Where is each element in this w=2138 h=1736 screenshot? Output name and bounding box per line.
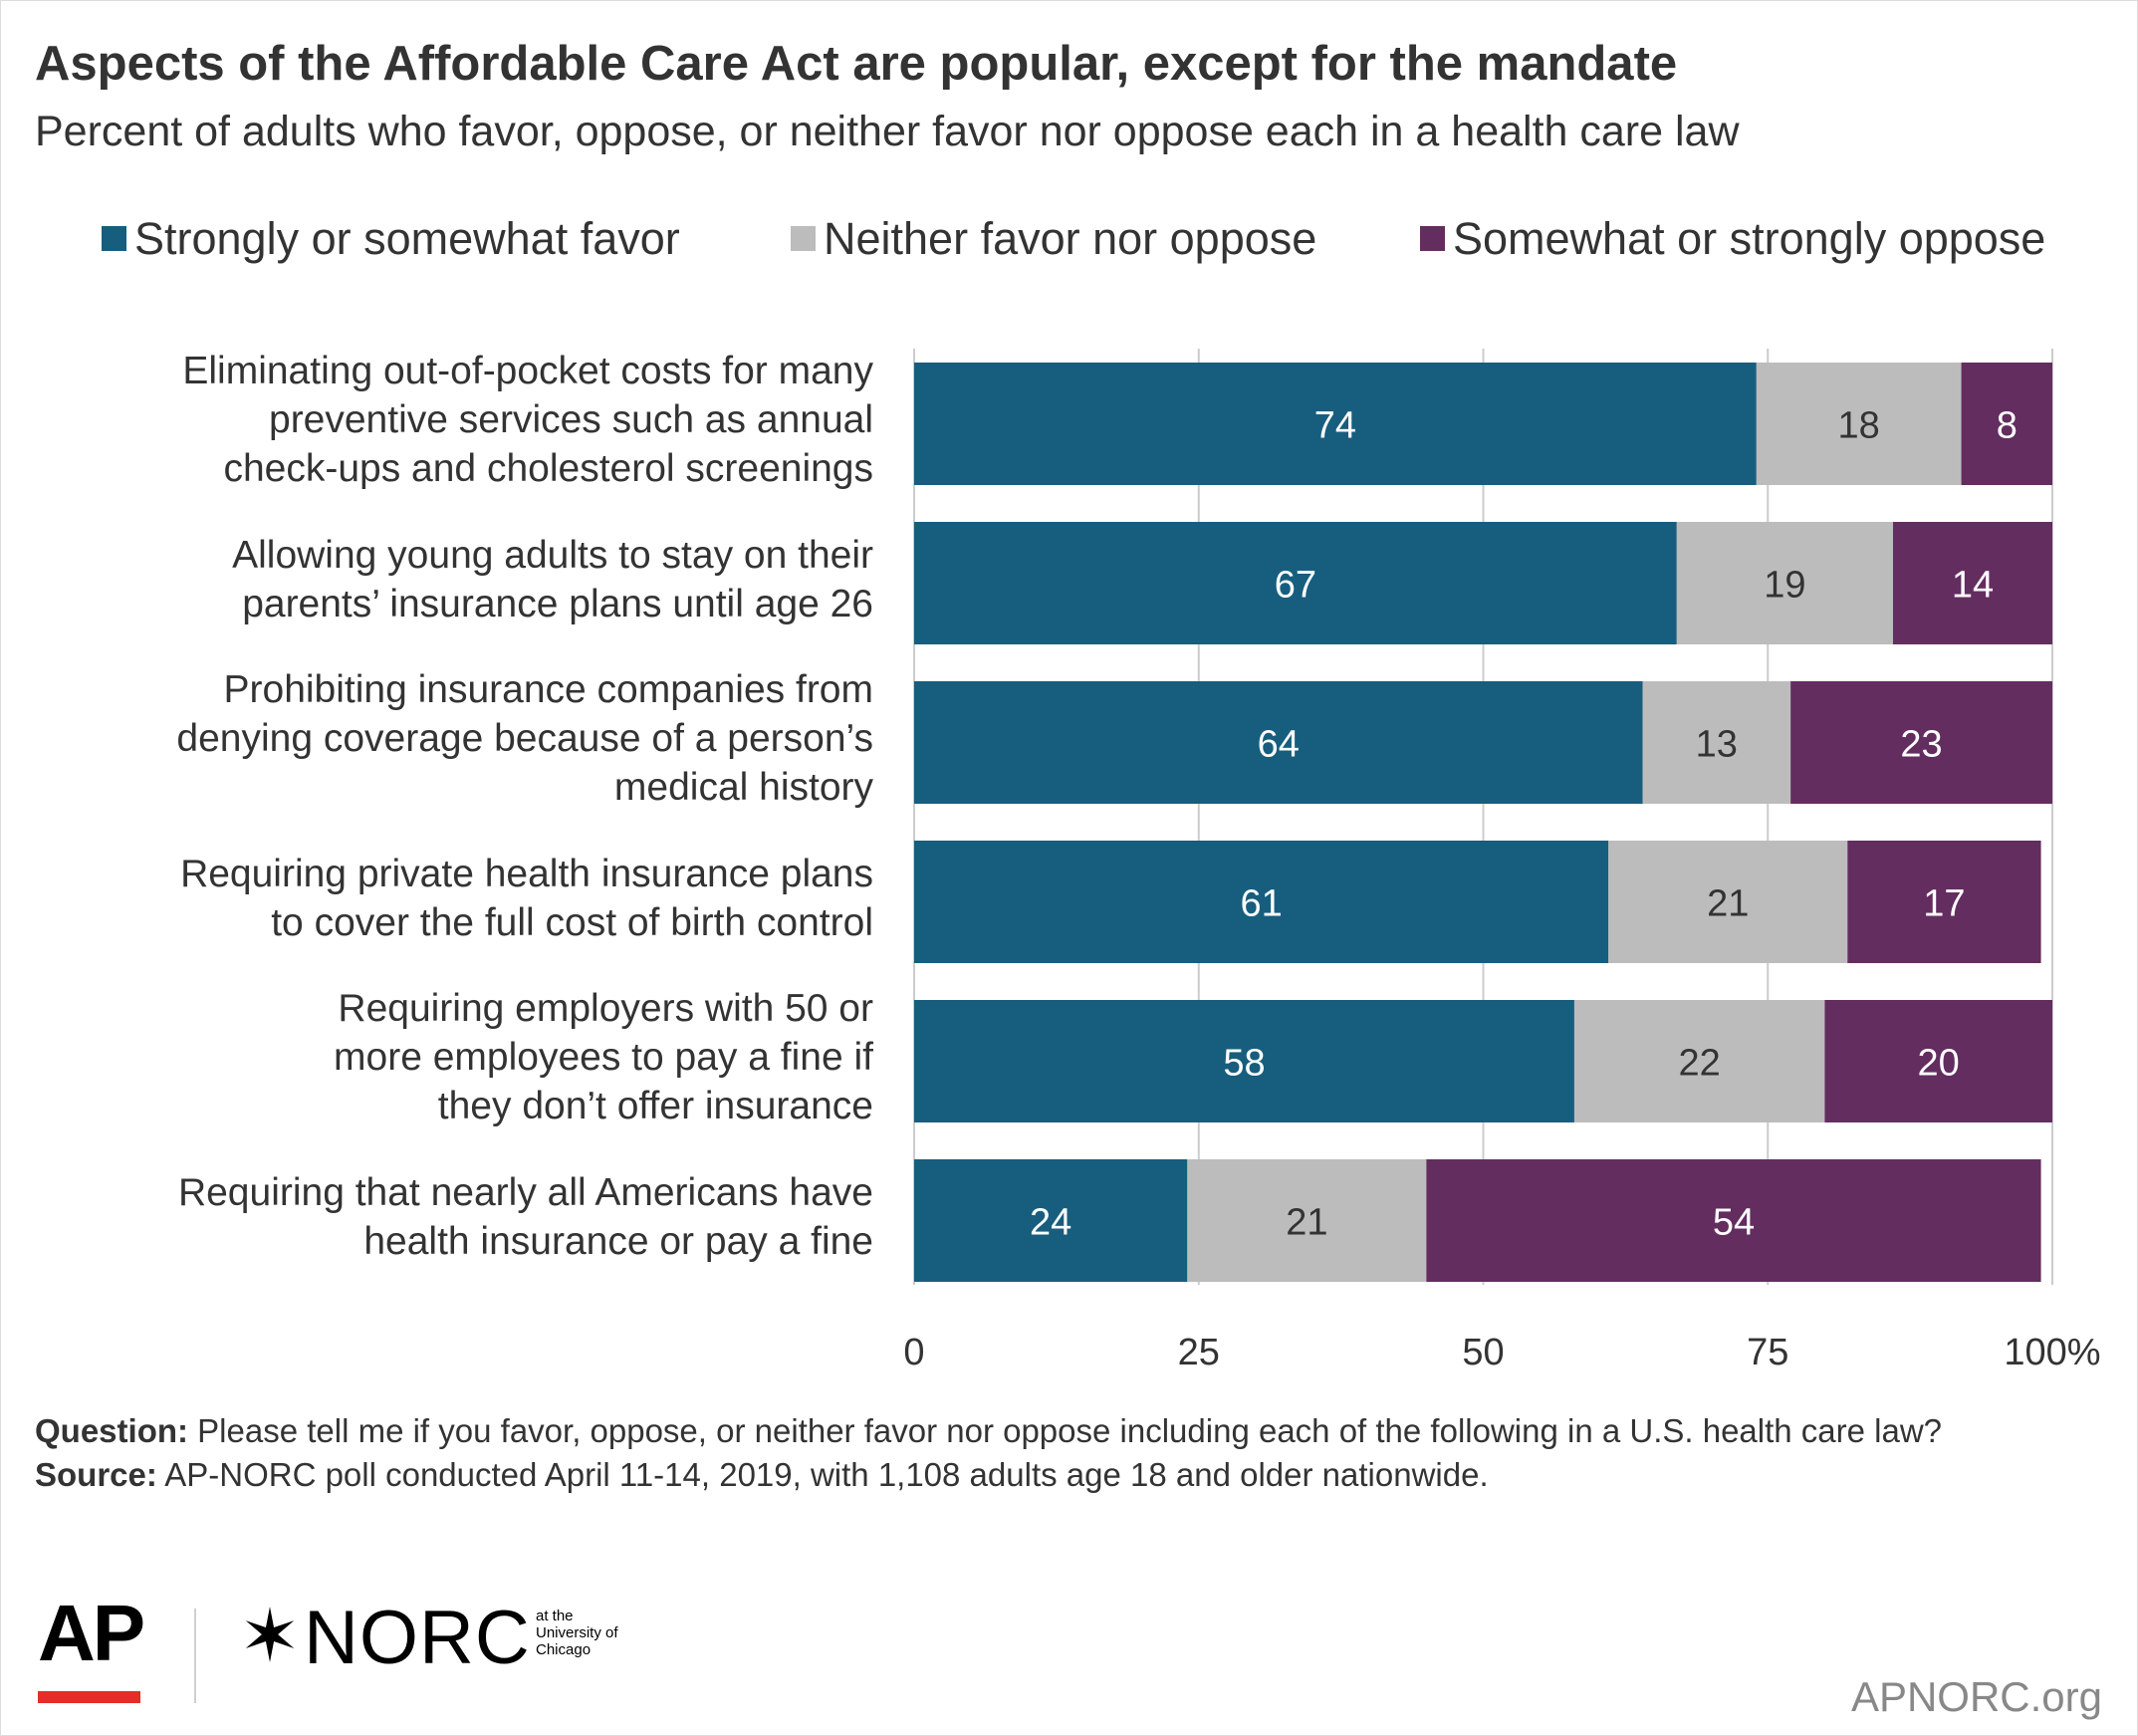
bar-value-label: 20 xyxy=(1918,1043,1960,1085)
category-label: Requiring that nearly all Americans have… xyxy=(177,1170,873,1263)
bar-value-label: 18 xyxy=(1838,405,1880,447)
bar-segment xyxy=(1642,681,1791,804)
norc-logo-subtext: at the University of Chicago xyxy=(536,1608,618,1658)
category-label: Eliminating out-of-pocket costs for many… xyxy=(182,350,873,490)
category-label: Prohibiting insurance companies from den… xyxy=(176,668,873,809)
legend-swatch-favor xyxy=(102,226,126,251)
legend-swatch-neither xyxy=(791,226,816,251)
bar-segment xyxy=(1961,363,2052,485)
norc-star-icon: ✶ xyxy=(239,1595,302,1677)
category-label: Requiring private health insurance plans… xyxy=(180,852,873,944)
bar-segment xyxy=(914,841,1609,963)
ap-logo: AP xyxy=(38,1589,145,1677)
bar-segment xyxy=(1847,841,2041,963)
bar-segment xyxy=(1790,681,2052,804)
norc-logo: NORC xyxy=(304,1596,531,1680)
bar-value-label: 17 xyxy=(1923,883,1965,925)
bar-value-label: 21 xyxy=(1707,883,1749,925)
category-label: Allowing young adults to stay on their p… xyxy=(232,533,873,625)
bar-value-label: 22 xyxy=(1679,1043,1721,1085)
site-url: APNORC.org xyxy=(1850,1673,2102,1720)
bar-value-label: 64 xyxy=(1258,724,1300,766)
question-label: Question: xyxy=(35,1412,188,1449)
bar-value-label: 24 xyxy=(1030,1202,1071,1244)
bar-segment xyxy=(914,1000,1574,1122)
x-tick-label: 25 xyxy=(1178,1332,1220,1373)
bar-segment xyxy=(1573,1000,1825,1122)
bar-segment xyxy=(914,1159,1188,1282)
bar-segment xyxy=(914,522,1677,644)
bar-value-label: 21 xyxy=(1286,1202,1327,1244)
source-text: AP-NORC poll conducted April 11-14, 2019… xyxy=(156,1456,1489,1493)
x-tick-label: 0 xyxy=(903,1332,924,1373)
logo-divider xyxy=(194,1609,196,1703)
ap-logo-bar xyxy=(38,1691,140,1703)
chart-title: Aspects of the Affordable Care Act are p… xyxy=(35,37,1678,91)
bar-value-label: 61 xyxy=(1240,883,1282,925)
bar-value-label: 67 xyxy=(1275,565,1316,607)
question-note: Question: Please tell me if you favor, o… xyxy=(35,1409,2106,1453)
bar-value-label: 13 xyxy=(1696,724,1738,766)
category-label: Requiring employers with 50 or more empl… xyxy=(334,987,873,1127)
bar-value-label: 23 xyxy=(1900,724,1942,766)
bar-segment xyxy=(1824,1000,2052,1122)
bar-value-label: 14 xyxy=(1952,565,1994,607)
bar-segment xyxy=(1892,522,2052,644)
source-label: Source: xyxy=(35,1456,157,1493)
legend-label-oppose: Somewhat or strongly oppose xyxy=(1453,213,2046,264)
x-tick-label: 50 xyxy=(1462,1332,1504,1373)
x-tick-label: 100% xyxy=(2004,1332,2100,1373)
bar-segment xyxy=(1756,363,1962,485)
bar-segment xyxy=(1608,841,1848,963)
bar-value-label: 58 xyxy=(1223,1043,1265,1085)
bar-chart: 0 25 50 75 100% 74 18 8 67 19 14 64 13 23 61 21 17 58 22 20… xyxy=(903,349,2101,1373)
bar-value-label: 19 xyxy=(1764,565,1805,607)
bar-value-label: 74 xyxy=(1314,405,1356,447)
bar-segment xyxy=(1676,522,1893,644)
chart-notes: Question: Please tell me if you favor, o… xyxy=(35,1409,2106,1497)
legend-label-neither: Neither favor nor oppose xyxy=(824,213,1317,264)
bar-segment xyxy=(1426,1159,2041,1282)
legend-label-favor: Strongly or somewhat favor xyxy=(134,213,680,264)
source-note: Source: AP-NORC poll conducted April 11-… xyxy=(35,1453,2106,1497)
bar-value-label: 54 xyxy=(1713,1202,1755,1244)
bar-segment xyxy=(914,681,1643,804)
question-text: Please tell me if you favor, oppose, or … xyxy=(188,1412,1943,1449)
x-tick-label: 75 xyxy=(1747,1332,1788,1373)
bar-segment xyxy=(1187,1159,1427,1282)
bar-segment xyxy=(914,363,1757,485)
bar-value-label: 8 xyxy=(1997,405,2018,447)
chart-subtitle: Percent of adults who favor, oppose, or … xyxy=(35,108,1740,155)
legend-swatch-oppose xyxy=(1420,226,1445,251)
